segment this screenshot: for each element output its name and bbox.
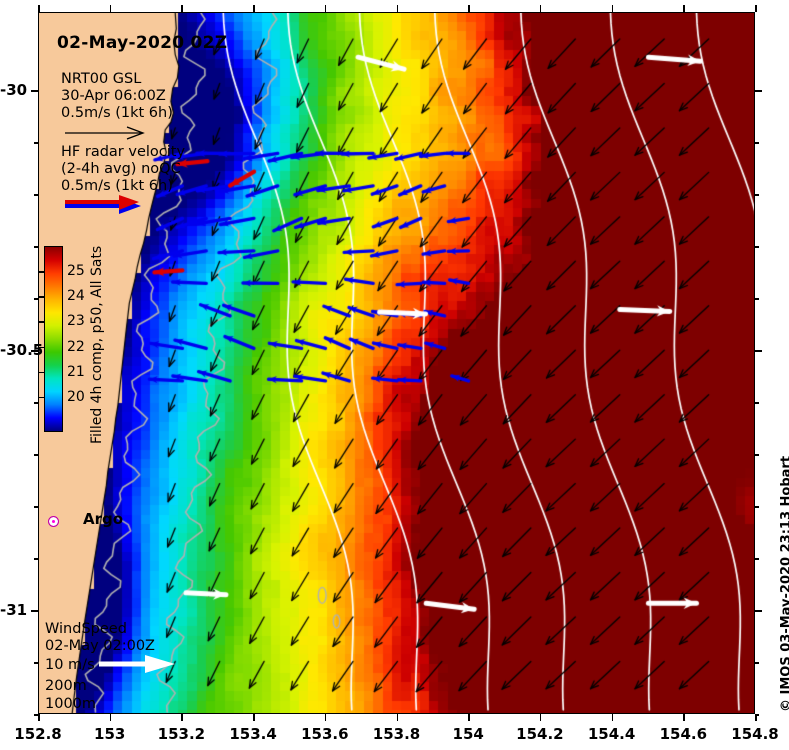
y-minor-tick-left xyxy=(34,194,38,196)
colorbar-tick xyxy=(39,296,44,298)
x-tick-label: 153.4 xyxy=(229,725,277,743)
radar-legend-line1: HF radar velocity xyxy=(61,144,186,160)
radar-legend-line2: (2-4h avg) noQC xyxy=(61,161,181,177)
model-legend-line1: NRT00 GSL xyxy=(61,71,142,87)
colorbar-tick xyxy=(39,321,44,323)
y-tick-right xyxy=(755,350,762,352)
colorbar-tick-label: 25 xyxy=(67,263,85,280)
x-tick xyxy=(253,714,255,721)
y-tick-label: -30.5 xyxy=(0,341,44,359)
y-tick-right xyxy=(755,90,762,92)
y-tick xyxy=(31,610,38,612)
x-tick-top xyxy=(468,5,470,12)
radar-arrow-icon xyxy=(65,195,141,214)
y-minor-tick xyxy=(755,714,759,716)
argo-marker-icon xyxy=(48,516,59,527)
y-minor-tick-left xyxy=(34,142,38,144)
x-tick-label: 152.8 xyxy=(14,725,62,743)
x-tick-label: 154.8 xyxy=(731,725,779,743)
wind-legend-line3: 10 m/s xyxy=(45,657,95,673)
wind-arrow-icon xyxy=(99,655,175,673)
y-minor-tick-left xyxy=(34,558,38,560)
y-minor-tick-left xyxy=(34,454,38,456)
x-tick-label: 154 xyxy=(452,725,484,743)
radar-legend-line3: 0.5m/s (1kt 6h) xyxy=(61,178,173,194)
depth-200-label: 200m xyxy=(45,678,87,694)
colorbar-tick xyxy=(39,371,44,374)
model-legend-line3: 0.5m/s (1kt 6h) xyxy=(61,105,173,121)
x-tick-top xyxy=(181,5,183,12)
colorbar-tick-label: 23 xyxy=(67,313,85,330)
colorbar-tick-label: 21 xyxy=(67,363,85,380)
x-tick xyxy=(38,714,40,721)
colorbar-gradient xyxy=(45,247,62,431)
y-minor-tick xyxy=(755,558,759,560)
colorbar-tick xyxy=(39,346,44,349)
y-minor-tick xyxy=(755,142,759,144)
argo-legend-label: Argo xyxy=(83,510,124,528)
x-tick-top xyxy=(253,5,255,12)
y-minor-tick-left xyxy=(34,402,38,404)
colorbar-tick-label: 24 xyxy=(67,288,85,305)
x-tick-top xyxy=(539,5,542,12)
x-tick xyxy=(539,714,542,721)
y-minor-tick-left xyxy=(34,298,38,300)
credit-text: © IMOS 03-May-2020 23:13 Hobart xyxy=(779,455,789,712)
colorbar-tick xyxy=(39,396,44,399)
x-tick-label: 153.8 xyxy=(372,725,421,743)
y-minor-tick xyxy=(755,194,759,196)
model-legend-line2: 30-Apr 06:00Z xyxy=(61,88,166,104)
colorbar xyxy=(44,246,63,432)
y-minor-tick-left xyxy=(34,506,38,508)
colorbar-title: Filled 4h comp, p50, All Sats xyxy=(89,245,105,444)
y-tick xyxy=(31,90,38,92)
x-tick-label: 153 xyxy=(94,725,126,743)
x-tick xyxy=(683,714,685,721)
y-minor-tick xyxy=(755,454,759,456)
x-tick xyxy=(396,714,398,721)
y-minor-tick-left xyxy=(34,246,38,248)
x-tick-top xyxy=(324,5,327,12)
x-tick xyxy=(755,714,757,721)
colorbar-tick-label: 22 xyxy=(67,338,85,355)
map-plot-area[interactable]: 02-May-2020 02Z NRT00 GSL 30-Apr 06:00Z … xyxy=(38,12,755,714)
x-tick-label: 154.4 xyxy=(587,725,636,743)
page-title: 02-May-2020 02Z xyxy=(57,33,228,53)
y-tick-label: -31 xyxy=(0,601,28,619)
x-tick-label: 154.6 xyxy=(659,725,708,743)
wind-legend-line1: WindSpeed xyxy=(45,621,127,637)
wind-legend-line2: 02-May 02:00Z xyxy=(45,638,155,654)
x-tick-label: 154.2 xyxy=(516,725,564,743)
vector-overlay-canvas xyxy=(39,13,754,713)
y-minor-tick xyxy=(755,402,759,404)
x-tick-top xyxy=(109,5,112,12)
x-tick-top xyxy=(755,5,757,12)
x-tick-label: 153.6 xyxy=(301,725,349,743)
colorbar-tick xyxy=(39,271,44,273)
colorbar-tick-label: 20 xyxy=(67,388,85,405)
x-tick xyxy=(468,714,470,721)
x-tick xyxy=(324,714,327,721)
y-minor-tick xyxy=(755,246,759,248)
x-tick-top xyxy=(38,5,40,12)
y-tick-right xyxy=(755,610,762,612)
x-tick-top xyxy=(683,5,685,12)
x-tick-label: 153.2 xyxy=(157,725,206,743)
x-tick xyxy=(181,714,183,721)
y-tick xyxy=(31,350,38,352)
y-minor-tick xyxy=(755,662,759,664)
depth-1000-label: 1000m xyxy=(45,696,97,712)
y-minor-tick xyxy=(755,506,759,508)
y-minor-tick xyxy=(755,298,759,300)
x-tick-top xyxy=(611,5,614,12)
y-minor-tick-left xyxy=(34,714,38,716)
y-minor-tick-left xyxy=(34,662,38,664)
x-tick-top xyxy=(396,5,398,12)
x-tick xyxy=(109,714,112,721)
y-tick-label: -30 xyxy=(0,81,28,99)
x-tick xyxy=(611,714,614,721)
model-arrow-icon xyxy=(65,126,145,140)
